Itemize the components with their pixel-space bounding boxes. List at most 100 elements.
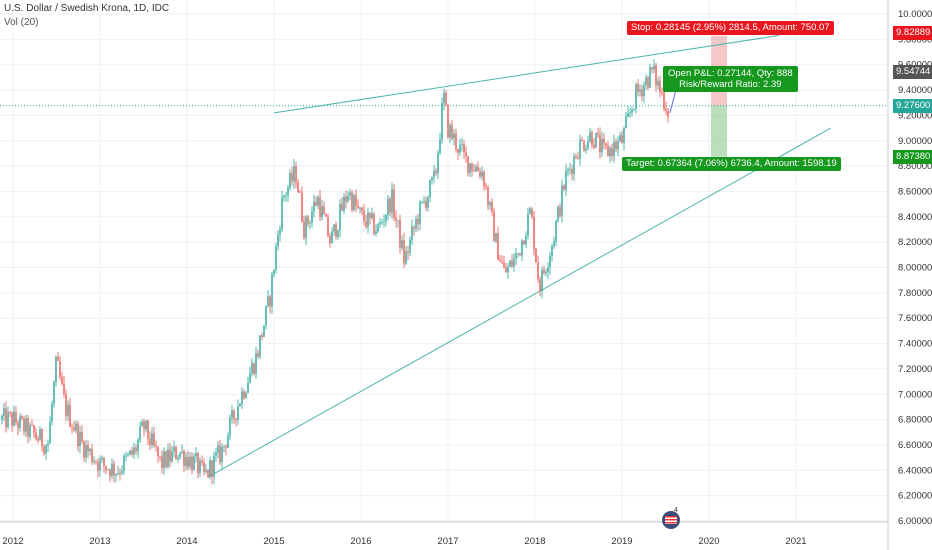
candle-body — [89, 448, 91, 452]
candle-body — [151, 433, 153, 445]
candle-body — [207, 469, 209, 477]
candle-body — [273, 269, 275, 275]
candle-body — [113, 463, 115, 476]
candle-body — [509, 260, 511, 267]
candle-body — [667, 110, 669, 117]
candle-body — [323, 206, 325, 215]
candle-body — [19, 416, 21, 429]
candle-body — [515, 253, 517, 259]
candle-body — [149, 438, 151, 445]
candle-body — [43, 446, 45, 454]
candle-body — [103, 457, 105, 466]
y-tick-label: 6.80000 — [898, 415, 932, 426]
candle-body — [289, 173, 291, 188]
candle-body — [533, 216, 535, 249]
candle-body — [141, 421, 143, 427]
candle-body — [171, 451, 173, 462]
candle-body — [449, 125, 451, 138]
candle-body — [297, 182, 299, 192]
candle-body — [553, 241, 555, 246]
candle-body — [229, 417, 231, 436]
candle-body — [565, 171, 567, 190]
y-tick-label: 6.00000 — [898, 516, 932, 527]
candle-body — [441, 103, 443, 140]
candle-body — [539, 279, 541, 292]
candle-body — [447, 104, 449, 138]
candle-body — [343, 196, 345, 211]
logo-badge: 4 — [674, 507, 678, 514]
candle-body — [153, 433, 155, 446]
candle-body — [119, 472, 121, 474]
candle-body — [535, 248, 537, 263]
candle-body — [279, 229, 281, 235]
candle-body — [519, 253, 521, 256]
target-label: Target: 0.67364 (7.06%) 6736.4, Amount: … — [622, 157, 841, 171]
candle-body — [593, 144, 595, 148]
candle-body — [331, 231, 333, 244]
candle-body — [501, 261, 503, 263]
candle-body — [589, 132, 591, 142]
candle-body — [423, 200, 425, 202]
candle-body — [647, 77, 649, 88]
candle-body — [561, 185, 563, 216]
candle-body — [347, 195, 349, 202]
y-tick-label: 8.80000 — [898, 161, 932, 172]
candle-body — [545, 272, 547, 274]
candle-body — [37, 438, 39, 441]
candle-body — [503, 262, 505, 268]
candle-body — [245, 392, 247, 398]
candle-body — [187, 456, 189, 468]
candle-body — [139, 426, 141, 440]
candle-body — [615, 141, 617, 150]
candle-body — [167, 449, 169, 468]
candle-body — [59, 360, 61, 378]
candle-body — [339, 203, 341, 231]
y-tick-label: 8.60000 — [898, 186, 932, 197]
candle-body — [125, 455, 127, 457]
candle-body — [239, 403, 241, 407]
volume-indicator-label[interactable]: Vol (20) — [4, 17, 39, 28]
candle-body — [513, 258, 515, 267]
candle-body — [267, 296, 269, 307]
candle-body — [223, 445, 225, 447]
projection-line — [669, 89, 677, 113]
candle-body — [645, 77, 647, 85]
candle-body — [319, 197, 321, 217]
last-price-tag: 9.54744 — [893, 65, 932, 79]
candle-body — [579, 139, 581, 159]
x-tick-label: 2017 — [437, 536, 458, 547]
candle-body — [475, 166, 477, 172]
candle-body — [479, 171, 481, 177]
candle-body — [635, 84, 637, 109]
y-tick-label: 6.20000 — [898, 491, 932, 502]
candle-body — [115, 474, 117, 476]
candle-body — [661, 91, 663, 93]
candle-body — [405, 251, 407, 264]
candle-body — [31, 424, 33, 426]
candle-body — [477, 166, 479, 172]
candle-body — [583, 141, 585, 151]
flag-logo-icon[interactable]: 4 — [662, 507, 680, 529]
candle-body — [521, 240, 523, 256]
open-pnl-line: Open P&L: 0.27144, Qty: 888 — [668, 68, 793, 79]
candle-body — [631, 109, 633, 113]
candle-body — [1, 416, 3, 420]
candle-body — [195, 453, 197, 457]
candle-body — [67, 404, 69, 416]
target-price-tag: 8.87380 — [893, 150, 932, 164]
candle-body — [481, 171, 483, 177]
candle-body — [663, 92, 665, 109]
candle-body — [653, 65, 655, 70]
candle-body — [495, 233, 497, 242]
symbol-title: U.S. Dollar / Swedish Krona, 1D, IDC — [4, 3, 170, 14]
candle-body — [609, 147, 611, 157]
candle-body — [357, 205, 359, 208]
candle-body — [473, 170, 475, 172]
candle-body — [559, 206, 561, 216]
candle-body — [379, 222, 381, 225]
candle-body — [363, 210, 365, 221]
y-tick-label: 9.40000 — [898, 85, 932, 96]
candle-body — [295, 166, 297, 183]
candle-body — [327, 216, 329, 237]
